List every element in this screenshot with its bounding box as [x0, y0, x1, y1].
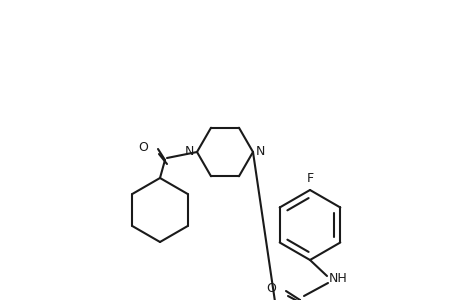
Text: N: N	[184, 145, 194, 158]
Text: O: O	[266, 283, 275, 296]
Text: O: O	[138, 140, 148, 154]
Text: N: N	[256, 145, 265, 158]
Text: NH: NH	[328, 272, 347, 284]
Text: F: F	[306, 172, 313, 185]
